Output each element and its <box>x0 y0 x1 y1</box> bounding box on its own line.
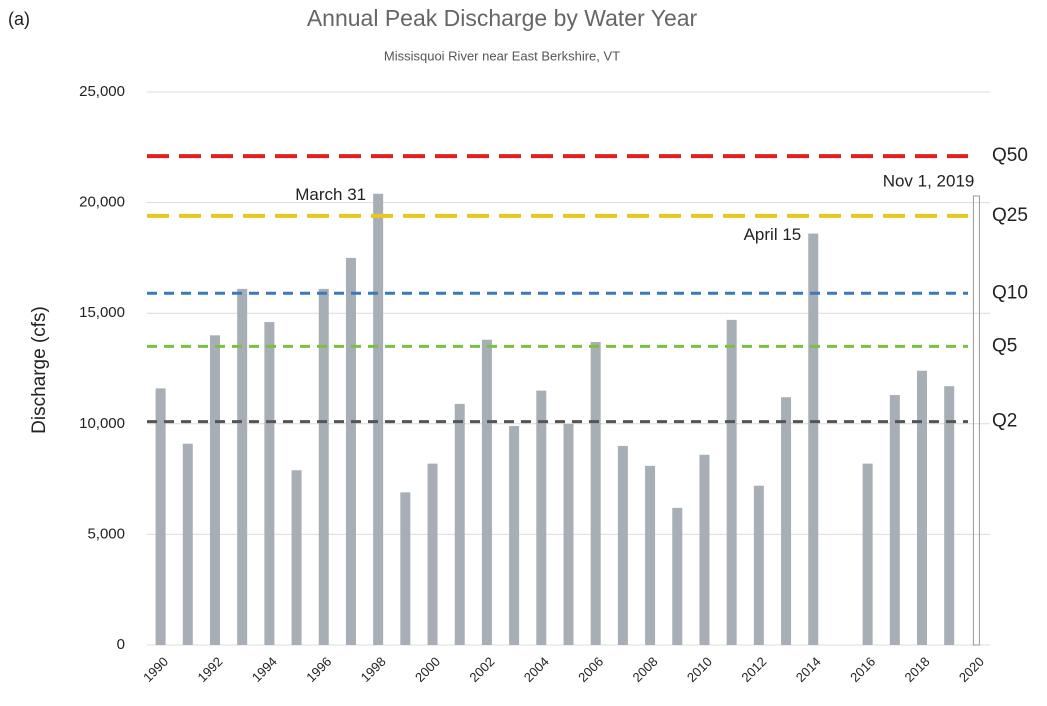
bar <box>753 485 764 645</box>
bar <box>944 386 955 645</box>
bar <box>481 339 492 645</box>
x-tick-label: 2014 <box>793 654 824 685</box>
x-tick-label: 1996 <box>303 654 334 685</box>
x-tick-label: 2012 <box>738 654 769 685</box>
bar <box>155 388 166 645</box>
y-tick-label: 15,000 <box>79 304 125 321</box>
bar <box>781 397 792 645</box>
chart-title: Annual Peak Discharge by Water Year <box>307 5 698 31</box>
bar <box>318 288 329 645</box>
y-tick-label: 20,000 <box>79 194 125 211</box>
bar <box>237 288 248 645</box>
reference-label: Q2 <box>992 411 1017 432</box>
bar <box>427 463 438 645</box>
annotation: Nov 1, 2019 <box>883 171 975 190</box>
bar <box>889 395 900 645</box>
y-tick-label: 25,000 <box>79 83 125 100</box>
bar <box>808 233 819 645</box>
x-tick-label: 2006 <box>575 654 606 685</box>
bar <box>509 426 520 645</box>
bar <box>345 257 356 645</box>
x-tick-label: 2010 <box>684 654 715 685</box>
x-tick-label: 1992 <box>194 654 225 685</box>
panel-label: (a) <box>8 9 30 29</box>
bar <box>726 319 737 645</box>
bar <box>645 465 656 645</box>
annotation: April 15 <box>744 225 802 244</box>
chart-subtitle: Missisquoi River near East Berkshire, VT <box>384 48 620 63</box>
x-tick-label: 2020 <box>956 654 987 685</box>
bar <box>590 341 601 645</box>
bar <box>264 322 275 645</box>
reference-label: Q5 <box>992 335 1017 356</box>
y-tick-label: 5,000 <box>87 525 125 542</box>
x-tick-label: 2002 <box>466 654 497 685</box>
y-tick-label: 10,000 <box>79 415 125 432</box>
bar <box>373 193 384 645</box>
bar <box>862 463 873 645</box>
bar <box>672 507 683 645</box>
bar <box>400 492 411 645</box>
x-tick-label: 1990 <box>140 654 171 685</box>
x-tick-label: 2004 <box>521 654 552 685</box>
x-tick-label: 1998 <box>358 654 389 685</box>
hollow-bar <box>972 195 980 646</box>
y-axis-label: Discharge (cfs) <box>29 306 50 434</box>
x-tick-label: 2000 <box>412 654 443 685</box>
bar <box>917 370 928 645</box>
x-tick-label: 2016 <box>847 654 878 685</box>
annotation: March 31 <box>295 185 366 204</box>
reference-label: Q50 <box>992 145 1028 166</box>
x-tick-label: 1994 <box>249 654 280 685</box>
bar <box>209 335 220 645</box>
bar <box>536 390 547 645</box>
reference-label: Q25 <box>992 205 1028 226</box>
y-tick-label: 0 <box>117 636 125 653</box>
x-tick-label: 2008 <box>630 654 661 685</box>
bar <box>291 470 302 645</box>
bar <box>563 423 574 645</box>
bar <box>182 443 193 645</box>
x-tick-label: 2018 <box>902 654 933 685</box>
bar <box>454 403 465 645</box>
bar <box>699 454 710 645</box>
bar <box>617 445 628 645</box>
reference-label: Q10 <box>992 282 1028 303</box>
